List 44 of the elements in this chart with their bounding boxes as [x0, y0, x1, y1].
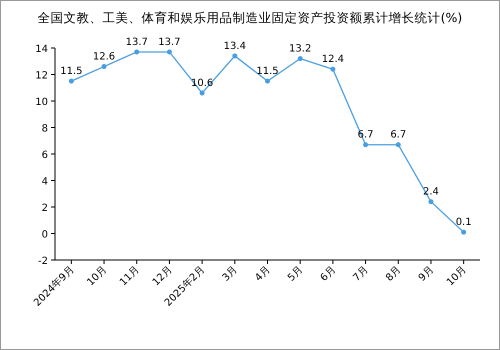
y-tick-label: 14 — [35, 44, 48, 55]
point — [396, 142, 401, 148]
point — [330, 66, 336, 72]
y-tick-label: 8 — [42, 124, 48, 134]
data-label: 12.6 — [92, 52, 116, 63]
chart-title: 全国文教、工美、体育和娱乐用品制造业固定资产投资额累计增长统计(%) — [38, 10, 462, 25]
data-label: 13.4 — [224, 40, 246, 52]
y-tick-label: 6 — [42, 150, 48, 161]
point — [232, 53, 238, 58]
x-tick-label: 8月 — [384, 264, 404, 284]
point — [363, 142, 368, 148]
point — [461, 230, 466, 235]
data-label: 6.7 — [390, 130, 406, 141]
data-label: 13.7 — [126, 36, 148, 48]
x-tick-label: 9月 — [416, 264, 436, 284]
point — [428, 199, 434, 204]
x-tick-label: 11月 — [118, 264, 142, 288]
x-tick-label: 7月 — [351, 264, 371, 284]
point — [68, 78, 74, 84]
data-label: 0.1 — [456, 217, 472, 228]
y-tick-label: -2 — [38, 256, 48, 267]
x-tick-label: 6月 — [318, 264, 338, 284]
data-label: 13.7 — [158, 36, 181, 48]
y-tick-label: 0 — [42, 230, 48, 240]
point — [265, 78, 270, 84]
point — [200, 90, 205, 96]
y-tick-label: 2 — [42, 203, 48, 214]
x-tick-label: 5月 — [286, 264, 306, 284]
data-label: 13.2 — [289, 44, 312, 55]
data-label: 12.4 — [322, 54, 344, 66]
x-tick-label: 10月 — [85, 264, 110, 288]
x-tick-label: 12月 — [150, 264, 175, 288]
y-tick-label: 12 — [35, 70, 48, 82]
data-label: 11.5 — [60, 66, 82, 78]
y-tick-label: 10 — [35, 97, 48, 108]
point — [298, 56, 303, 62]
point — [166, 49, 172, 54]
x-tick-label: 3月 — [220, 264, 240, 284]
x-tick-label: 10月 — [444, 264, 469, 288]
point — [134, 49, 140, 54]
data-label: 11.5 — [256, 66, 279, 78]
y-tick-label: 4 — [42, 176, 48, 188]
point — [102, 64, 107, 70]
x-tick-label: 4月 — [253, 264, 273, 284]
